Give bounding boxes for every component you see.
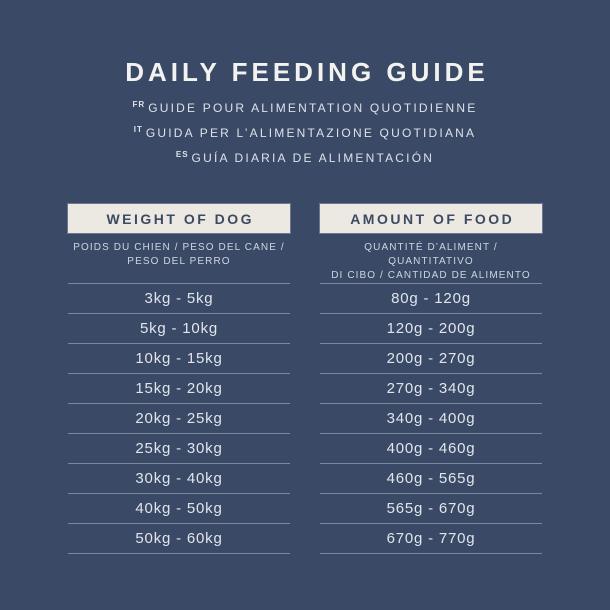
food-subheader-line2: DI CIBO / CANTIDAD DE ALIMENTO — [331, 270, 531, 281]
weight-cell: 25kg - 30kg — [68, 434, 290, 464]
weight-cell: 10kg - 15kg — [68, 344, 290, 374]
weight-cell: 40kg - 50kg — [68, 494, 290, 524]
weight-cell: 50kg - 60kg — [68, 524, 290, 554]
food-rows: 80g - 120g 120g - 200g 200g - 270g 270g … — [320, 283, 542, 554]
subtitle-fr: FR GUIDE POUR ALIMENTATION QUOTIDIENNE — [0, 94, 610, 119]
weight-column: WEIGHT OF DOG POIDS DU CHIEN / PESO DEL … — [68, 204, 290, 554]
page-title: DAILY FEEDING GUIDE — [125, 57, 489, 87]
weight-column-header: WEIGHT OF DOG — [68, 204, 290, 233]
subtitle-fr-text: GUIDE POUR ALIMENTATION QUOTIDIENNE — [148, 101, 478, 115]
language-prefix-fr: FR — [132, 100, 146, 109]
weight-subheader-line1: POIDS DU CHIEN / PESO DEL CANE / — [73, 242, 285, 253]
food-cell: 270g - 340g — [320, 374, 542, 404]
food-subheader-line1: QUANTITÉ D’ALIMENT / QUANTITATIVO — [364, 242, 498, 267]
food-cell: 120g - 200g — [320, 314, 542, 344]
subtitle-it: IT GUIDA PER L’ALIMENTAZIONE QUOTIDIANA — [0, 119, 610, 144]
weight-rows: 3kg - 5kg 5kg - 10kg 10kg - 15kg 15kg - … — [68, 283, 290, 554]
language-prefix-es: ES — [175, 150, 189, 159]
food-cell: 670g - 770g — [320, 524, 542, 554]
food-cell: 340g - 400g — [320, 404, 542, 434]
weight-subheader-line2: PESO DEL PERRO — [127, 256, 231, 267]
subtitle-es-text: GUÍA DIARIA DE ALIMENTACIÓN — [191, 151, 435, 165]
food-cell: 400g - 460g — [320, 434, 542, 464]
weight-column-subheader: POIDS DU CHIEN / PESO DEL CANE / PESO DE… — [68, 241, 290, 269]
subtitle-es: ES GUÍA DIARIA DE ALIMENTACIÓN — [0, 144, 610, 169]
weight-cell: 30kg - 40kg — [68, 464, 290, 494]
weight-cell: 20kg - 25kg — [68, 404, 290, 434]
food-cell: 565g - 670g — [320, 494, 542, 524]
weight-cell: 15kg - 20kg — [68, 374, 290, 404]
subtitle-block: FR GUIDE POUR ALIMENTATION QUOTIDIENNE IT… — [0, 94, 610, 169]
subtitle-it-text: GUIDA PER L’ALIMENTAZIONE QUOTIDIANA — [145, 126, 477, 140]
food-cell: 80g - 120g — [320, 284, 542, 314]
weight-cell: 3kg - 5kg — [68, 284, 290, 314]
food-column-subheader: QUANTITÉ D’ALIMENT / QUANTITATIVO DI CIB… — [320, 241, 542, 281]
food-column-header: AMOUNT OF FOOD — [320, 204, 542, 233]
food-column: AMOUNT OF FOOD QUANTITÉ D’ALIMENT / QUAN… — [320, 204, 542, 554]
food-cell: 200g - 270g — [320, 344, 542, 374]
language-prefix-it: IT — [133, 125, 143, 134]
weight-cell: 5kg - 10kg — [68, 314, 290, 344]
food-cell: 460g - 565g — [320, 464, 542, 494]
feeding-table: WEIGHT OF DOG POIDS DU CHIEN / PESO DEL … — [68, 204, 542, 554]
